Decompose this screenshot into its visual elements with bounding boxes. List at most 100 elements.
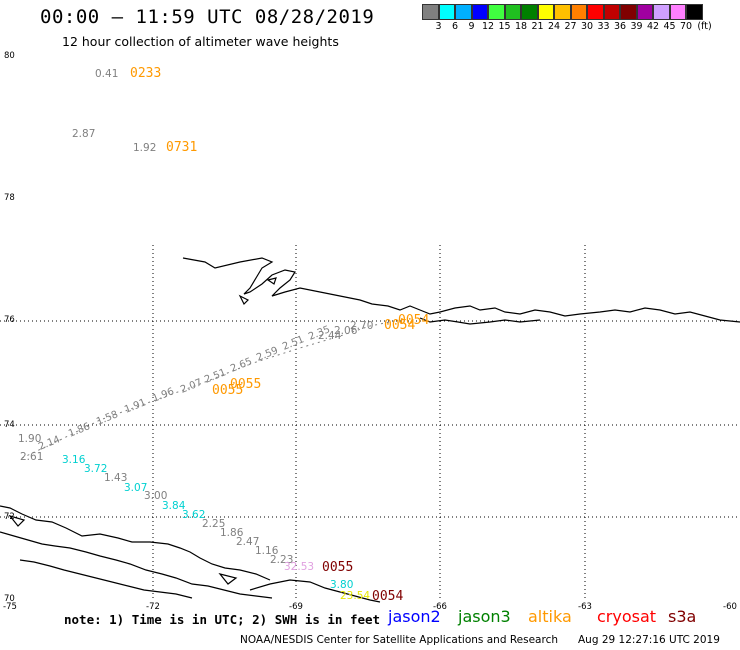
swh-label: 1.92 — [133, 142, 156, 154]
page-subtitle: 12 hour collection of altimeter wave hei… — [62, 34, 339, 49]
color-scale-label: 45 — [663, 21, 676, 32]
track-value: 1.86 — [67, 421, 92, 440]
track-value: 1.96 — [151, 386, 176, 405]
credit-text: NOAA/NESDIS Center for Satellite Applica… — [240, 634, 558, 646]
color-swatch — [570, 4, 587, 20]
coastline-baffin-1 — [0, 505, 271, 581]
swh-label: 2.44 — [318, 330, 342, 342]
color-scale-label: 12 — [481, 21, 495, 32]
color-scale-label: 18 — [514, 21, 528, 32]
color-scale-label: 39 — [630, 21, 643, 32]
color-scale-label: 30 — [580, 21, 594, 32]
color-scale-label: 42 — [646, 21, 660, 32]
satellite-name-altika: altika — [528, 607, 572, 626]
coastline-greenland — [182, 257, 740, 323]
track-value-labels: 2.14 1.86 1.58 1.91 1.96 2.07 2.51 2.65 … — [37, 324, 332, 453]
lat-label: 76 — [4, 315, 15, 325]
lon-label: -63 — [578, 602, 592, 612]
swh-label: 2.23 — [270, 554, 293, 566]
color-swatch — [620, 4, 637, 20]
track-value: 2.65 — [229, 356, 254, 375]
color-scale-label: 36 — [613, 21, 627, 32]
swh-label: 3.62 — [182, 509, 205, 521]
color-swatch — [438, 4, 455, 20]
color-scale-label: 33 — [597, 21, 610, 32]
color-swatch — [653, 4, 670, 20]
color-scale-label: 6 — [451, 21, 459, 32]
satellite-name-jason3: jason3 — [458, 607, 511, 626]
color-swatch — [587, 4, 604, 20]
color-swatch — [422, 4, 439, 20]
swh-label: 1.43 — [104, 472, 127, 484]
lat-label: 74 — [4, 420, 15, 430]
lat-label: 72 — [4, 512, 15, 522]
satellite-name-cryosat: cryosat — [597, 607, 657, 626]
page-title: 00:00 – 11:59 UTC 08/28/2019 — [40, 6, 375, 28]
time-label: 0054 — [384, 318, 415, 333]
track-value: 2.51 — [281, 334, 306, 353]
color-scale-label: 21 — [531, 21, 544, 32]
time-label: 0055 — [230, 377, 261, 392]
color-scale-label: 70 — [679, 21, 693, 32]
lon-label: -72 — [146, 602, 160, 612]
time-label: 0731 — [166, 140, 197, 155]
lon-label: -60 — [723, 602, 737, 612]
lat-label: 70 — [4, 594, 15, 604]
swh-label: 2.87 — [72, 128, 95, 140]
color-scale-label: (ft) — [697, 21, 712, 32]
coastline-islet-2 — [266, 277, 277, 285]
color-scale-label: 15 — [498, 21, 511, 32]
swh-label: 3.84 — [162, 500, 186, 512]
color-scale-label: 24 — [547, 21, 561, 32]
color-swatch — [471, 4, 488, 20]
time-label: 0233 — [130, 66, 161, 81]
swh-label: 2.06 — [334, 325, 358, 337]
altika-track — [21, 319, 401, 459]
swh-label: 2.61 — [20, 451, 43, 463]
footer-note: note: 1) Time is in UTC; 2) SWH is in fe… — [64, 612, 381, 627]
color-swatch — [603, 4, 620, 20]
color-swatch — [537, 4, 554, 20]
color-swatch — [488, 4, 505, 20]
coastline-baffin-3 — [19, 559, 193, 599]
coastline-bylot — [249, 579, 381, 603]
swh-label: 23.54 — [340, 590, 370, 602]
color-swatch — [455, 4, 472, 20]
color-swatch — [554, 4, 571, 20]
swh-label: 3.16 — [62, 454, 86, 466]
lat-label: 78 — [4, 193, 15, 203]
swh-label: 3.72 — [84, 463, 107, 475]
swh-label: 3.07 — [124, 482, 147, 494]
satellite-name-jason2: jason2 — [388, 607, 441, 626]
swh-label: 1.16 — [255, 545, 279, 557]
time-label: 0054 — [372, 589, 403, 604]
lon-label: -69 — [289, 602, 303, 612]
lon-label: -75 — [3, 602, 17, 612]
time-label: 0055 — [212, 383, 243, 398]
swh-label: 2.47 — [236, 536, 259, 548]
timestamp-text: Aug 29 12:27:16 UTC 2019 — [578, 634, 720, 646]
coastline-baffin-2 — [0, 531, 273, 599]
coastline-greenland-inlet — [419, 317, 541, 325]
swh-label: 2.25 — [202, 518, 225, 530]
coastline — [0, 257, 740, 603]
time-label: 0054 — [398, 313, 429, 328]
color-swatch — [686, 4, 703, 20]
color-scale-label: 9 — [468, 21, 475, 32]
color-swatch — [669, 4, 686, 20]
track-line — [21, 319, 401, 459]
lon-label: -66 — [433, 602, 447, 612]
color-swatch — [636, 4, 653, 20]
swh-label: 3.00 — [144, 490, 167, 502]
track-value: 1.91 — [123, 397, 148, 416]
color-scale-bar — [422, 4, 703, 20]
swh-label: 1.86 — [220, 527, 244, 539]
swh-label: 1.90 — [18, 433, 41, 445]
longitude-labels: -75 -72 -69 -66 -63 -60 — [3, 602, 737, 612]
color-swatch — [504, 4, 521, 20]
coastline-islet-3 — [8, 514, 26, 527]
swh-label: 32.53 — [284, 561, 314, 573]
color-scale-label: 27 — [564, 21, 577, 32]
